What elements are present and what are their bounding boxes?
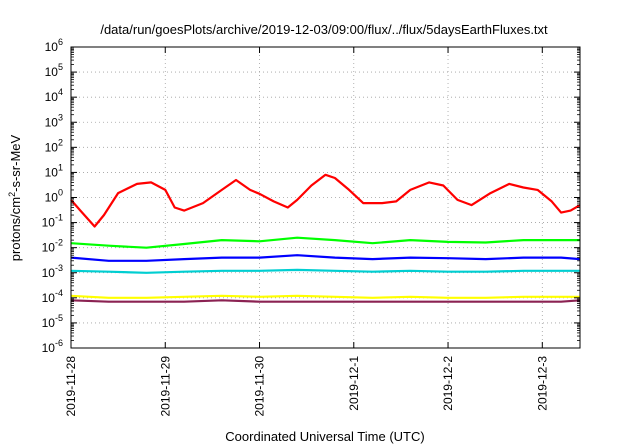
y-tick-exponent: 5 — [58, 62, 63, 72]
y-tick-label: 10-4 — [42, 288, 63, 305]
y-tick-exponent: -6 — [55, 338, 63, 348]
y-tick-base: 10 — [45, 191, 59, 205]
x-axis-title: Coordinated Universal Time (UTC) — [225, 429, 424, 444]
y-tick-exponent: 3 — [58, 112, 63, 122]
y-tick-label: 10-6 — [42, 338, 63, 355]
y-tick-base: 10 — [45, 65, 59, 79]
y-tick-base: 10 — [42, 241, 56, 255]
y-tick-base: 10 — [42, 316, 56, 330]
y-tick-label: 10-1 — [42, 213, 63, 230]
y-tick-exponent: 6 — [58, 37, 63, 47]
series-line-5 — [70, 299, 581, 303]
series-line-3 — [70, 268, 580, 274]
y-tick-base: 10 — [42, 291, 56, 305]
y-tick-exponent: 1 — [58, 162, 63, 172]
series-line-1 — [70, 236, 580, 249]
y-axis-title-superscript: 2 — [7, 192, 17, 197]
y-axis-title-main: protons/cm — [8, 197, 23, 261]
x-tick-label: 2019-11-29 — [158, 356, 172, 417]
y-tick-label: 102 — [45, 137, 63, 154]
x-tick-label: 2019-11-28 — [64, 356, 78, 417]
y-tick-label: 10-3 — [42, 263, 63, 280]
y-tick-base: 10 — [42, 216, 56, 230]
y-tick-label: 10-5 — [42, 313, 63, 330]
y-tick-label: 10-2 — [42, 238, 63, 255]
x-tick-label: 2019-12-2 — [441, 356, 455, 411]
y-tick-label: 100 — [45, 188, 63, 205]
y-tick-exponent: -1 — [55, 213, 63, 223]
y-tick-label: 103 — [45, 112, 63, 129]
series-line-2 — [70, 254, 581, 262]
y-tick-exponent: 2 — [58, 137, 63, 147]
series-line-0 — [70, 173, 581, 228]
y-tick-base: 10 — [45, 40, 59, 54]
chart-title: /data/run/goesPlots/archive/2019-12-03/0… — [100, 22, 548, 37]
y-axis-title-unit: -s-sr-MeV — [8, 134, 23, 191]
y-tick-base: 10 — [42, 266, 56, 280]
y-tick-label: 101 — [45, 162, 63, 179]
y-tick-label: 106 — [45, 37, 63, 54]
y-tick-exponent: 0 — [58, 188, 63, 198]
x-tick-label: 2019-12-1 — [347, 356, 361, 411]
y-tick-base: 10 — [45, 115, 59, 129]
y-tick-base: 10 — [45, 165, 59, 179]
y-tick-exponent: -2 — [55, 238, 63, 248]
x-tick-label: 2019-11-30 — [253, 356, 267, 417]
series-line-4 — [70, 294, 580, 299]
y-tick-label: 105 — [45, 62, 63, 79]
y-tick-label: 104 — [45, 87, 63, 104]
y-axis-title: protons/cm2-s-sr-MeV — [7, 134, 23, 261]
y-tick-exponent: -4 — [55, 288, 63, 298]
x-tick-label: 2019-12-3 — [535, 356, 549, 411]
series-group — [70, 173, 581, 303]
y-tick-base: 10 — [45, 90, 59, 104]
y-tick-base: 10 — [45, 140, 59, 154]
axes: 10-610-510-410-310-210-11001011021031041… — [42, 37, 580, 417]
y-tick-exponent: -3 — [55, 263, 63, 273]
y-tick-exponent: 4 — [58, 87, 63, 97]
y-tick-exponent: -5 — [55, 313, 63, 323]
grid — [71, 47, 580, 348]
y-tick-base: 10 — [42, 341, 56, 355]
